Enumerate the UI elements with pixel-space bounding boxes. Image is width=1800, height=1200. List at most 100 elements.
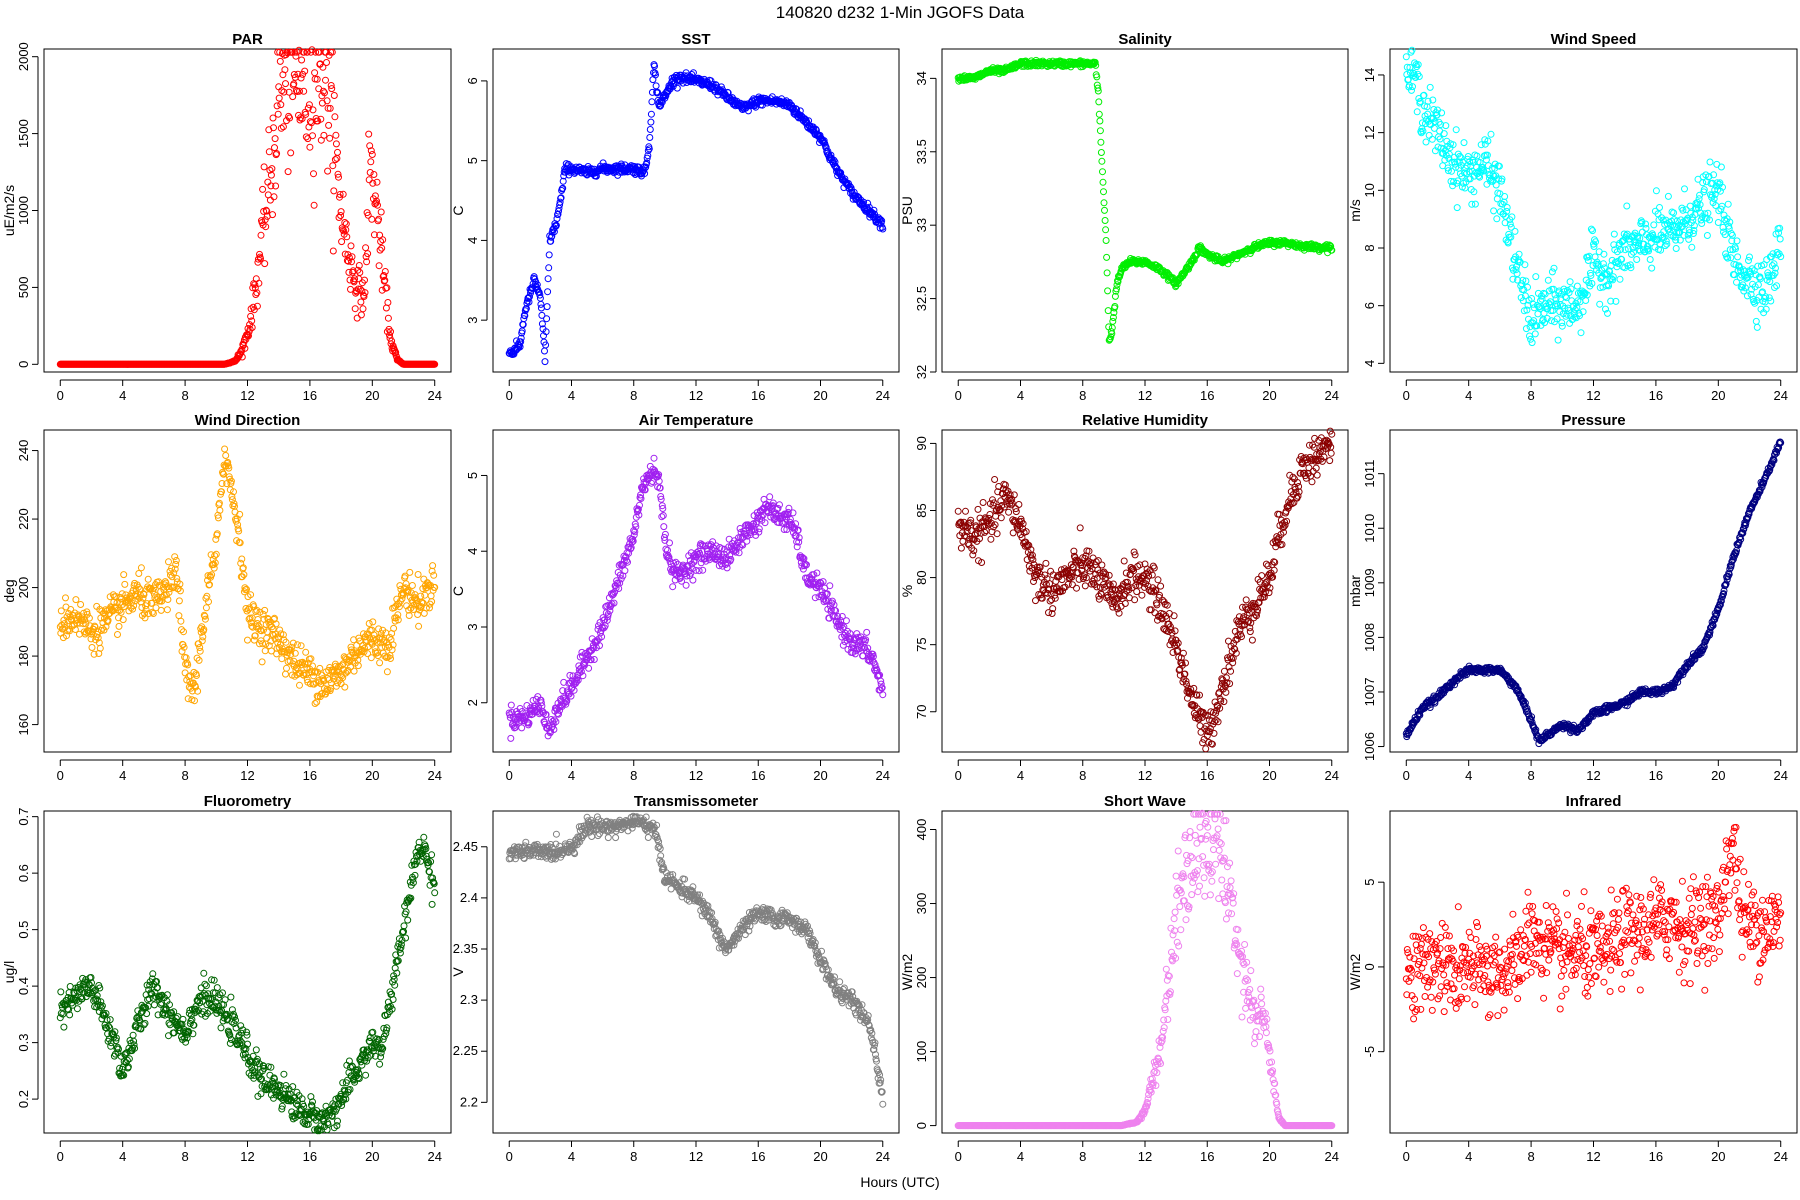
data-point [406, 568, 414, 576]
data-point [268, 165, 276, 173]
data-point [1097, 149, 1105, 156]
data-point [361, 289, 369, 297]
data-point [1490, 207, 1498, 215]
x-tick-label: 0 [57, 768, 64, 783]
data-point [257, 231, 265, 239]
data-point [1408, 46, 1416, 54]
data-point [1563, 310, 1571, 318]
data-point [379, 236, 387, 244]
data-point [374, 201, 381, 209]
x-tick-label: 16 [1200, 768, 1214, 783]
data-point [362, 244, 370, 252]
data-point [545, 264, 553, 272]
data-point [1650, 221, 1658, 229]
data-point [348, 258, 355, 266]
data-point [1107, 333, 1115, 341]
data-point [369, 179, 377, 187]
data-point [863, 628, 871, 636]
data-point [310, 201, 318, 209]
data-point [1656, 204, 1663, 211]
data-point [288, 48, 296, 56]
data-point [312, 48, 320, 56]
data-point [275, 94, 283, 102]
data-point [1099, 178, 1107, 186]
data-point [1487, 130, 1495, 138]
data-point [332, 140, 340, 148]
data-point [283, 664, 290, 672]
data-point [853, 630, 861, 638]
data-point [88, 644, 96, 651]
x-tick-label: 4 [1465, 388, 1472, 403]
data-point [302, 133, 310, 141]
data-point [1425, 131, 1433, 139]
data-point [350, 278, 358, 286]
data-point [1776, 235, 1784, 243]
data-point [1513, 270, 1521, 278]
y-tick-label: 32.5 [914, 286, 929, 311]
data-point [1068, 581, 1076, 589]
data-point [689, 576, 697, 584]
data-point [987, 535, 995, 543]
data-point [536, 291, 544, 299]
data-point [1610, 230, 1618, 238]
data-point [388, 337, 396, 345]
data-point [1101, 217, 1109, 224]
x-tick-label: 4 [119, 768, 126, 783]
data-point [292, 87, 300, 94]
data-point [1521, 261, 1529, 269]
y-axis-label: m/s [1347, 199, 1363, 222]
data-point [196, 647, 204, 655]
data-point [333, 154, 341, 162]
data-point [1492, 181, 1500, 189]
data-point [364, 250, 372, 258]
x-tick-label: 8 [630, 388, 637, 403]
data-point [537, 300, 545, 308]
data-point [381, 268, 389, 275]
y-tick-label: 5 [465, 157, 480, 164]
data-point [1192, 252, 1200, 260]
data-point [1095, 110, 1103, 118]
data-point [1091, 58, 1099, 66]
data-point [328, 85, 336, 93]
data-point [367, 147, 375, 155]
data-point [507, 734, 515, 742]
data-point [350, 667, 358, 675]
data-point [326, 134, 334, 142]
data-point [359, 305, 367, 313]
data-point [1042, 559, 1050, 567]
data-point [309, 132, 316, 140]
data-point [330, 92, 338, 99]
data-point [329, 162, 337, 170]
data-point [348, 253, 356, 261]
data-point [321, 89, 328, 97]
data-point [526, 293, 533, 301]
data-point [516, 343, 524, 351]
data-point [1138, 591, 1146, 599]
data-point [688, 71, 696, 78]
data-point [541, 358, 549, 366]
data-point [669, 583, 677, 591]
data-point [297, 642, 305, 650]
x-tick-label: 12 [689, 388, 703, 403]
data-point [1104, 287, 1112, 295]
x-tick-label: 20 [813, 388, 827, 403]
data-point [1544, 276, 1552, 284]
data-point [264, 178, 272, 186]
x-tick-label: 24 [876, 388, 890, 403]
data-point [1596, 300, 1604, 308]
data-point [1422, 138, 1430, 146]
data-point [290, 71, 298, 78]
data-point [375, 262, 383, 270]
data-point [431, 360, 439, 368]
data-point [837, 169, 845, 177]
data-point [335, 214, 343, 221]
data-point [429, 562, 437, 570]
data-point [543, 315, 551, 323]
data-point [1121, 600, 1129, 607]
data-point [537, 304, 545, 312]
y-tick-label: 34 [914, 71, 929, 85]
data-point [222, 452, 230, 459]
data-point [542, 328, 550, 336]
data-point [259, 185, 267, 193]
data-point [212, 535, 220, 543]
